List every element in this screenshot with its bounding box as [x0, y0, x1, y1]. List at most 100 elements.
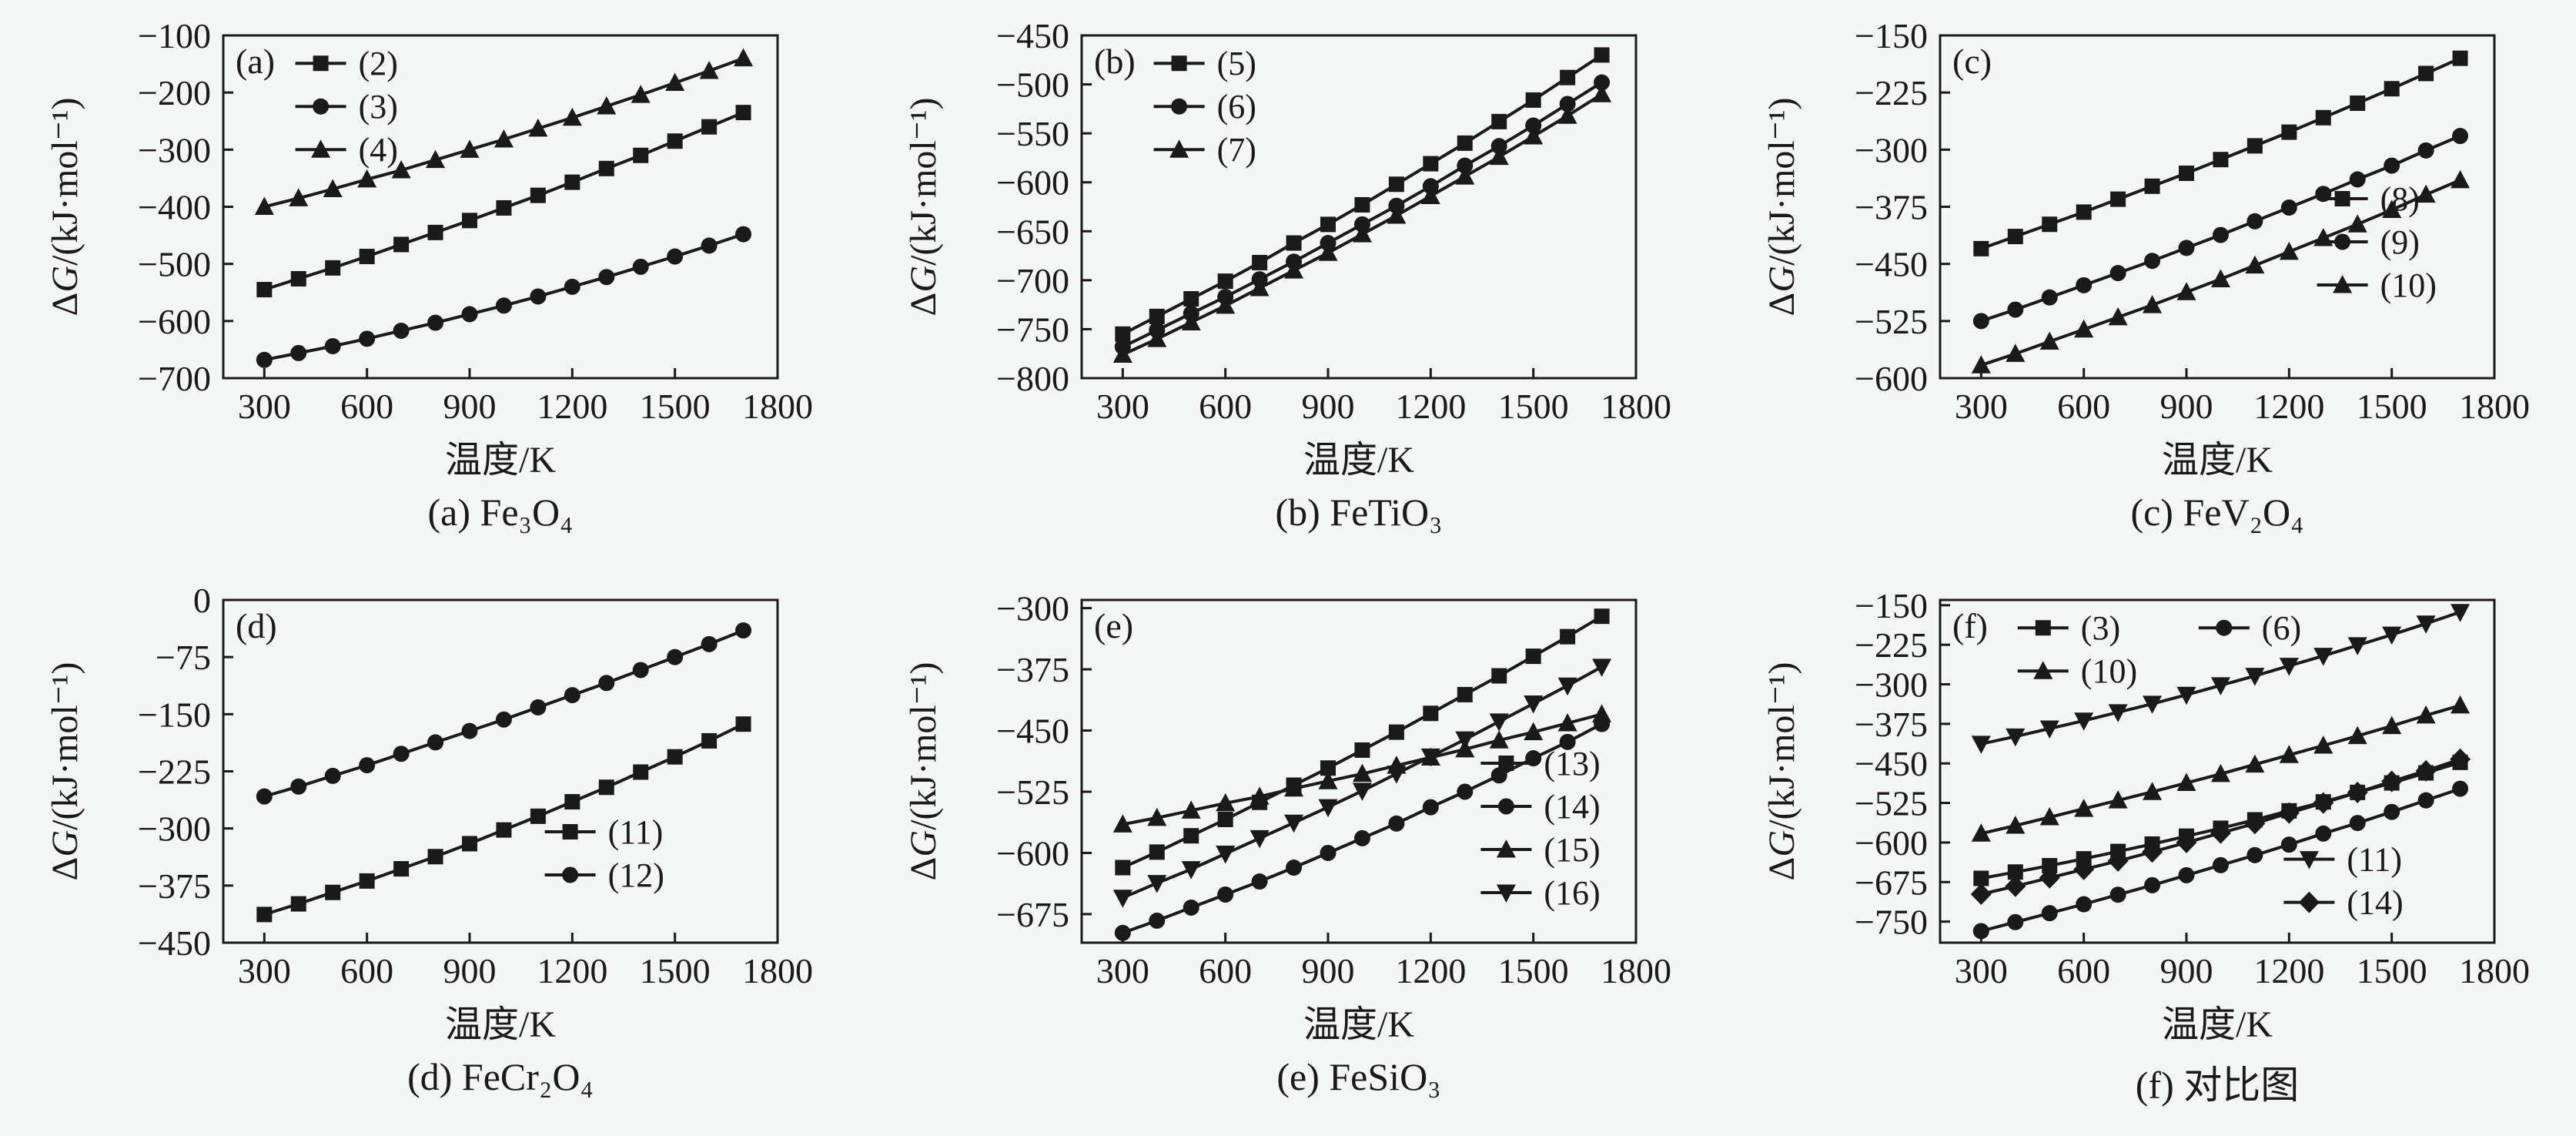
- circle-marker-icon: [2334, 233, 2351, 250]
- circle-marker-icon: [2246, 846, 2263, 863]
- triangle-up-marker-icon: [2347, 214, 2367, 233]
- y-tick-label: −375: [1855, 705, 1928, 744]
- circle-marker-icon: [1422, 799, 1439, 816]
- square-marker-icon: [427, 224, 443, 240]
- circle-marker-icon: [2144, 253, 2161, 270]
- x-axis-label: 温度/K: [2162, 1004, 2273, 1045]
- x-tick-label: 600: [1199, 387, 1252, 426]
- y-tick-label: −300: [138, 130, 211, 169]
- legend-label: (11): [2347, 841, 2402, 879]
- triangle-up-marker-icon: [2451, 169, 2471, 189]
- y-tick-label: −150: [138, 695, 211, 734]
- axes: 300 600 900 1200 1500 1800 −600 −525 −450 −375 −30…: [1855, 16, 2530, 426]
- x-tick-label: 1500: [1498, 387, 1569, 426]
- triangle-up-marker-icon: [1524, 126, 1544, 145]
- legend-label: (10): [2380, 266, 2437, 304]
- circle-marker-icon: [1490, 138, 1507, 155]
- circle-marker-icon: [2280, 836, 2297, 853]
- x-tick-label: 600: [340, 387, 393, 426]
- circle-marker-icon: [2212, 856, 2229, 873]
- square-marker-icon: [2384, 81, 2400, 97]
- triangle-up-marker-icon: [1318, 243, 1338, 261]
- y-axis-label: ΔG/(kJ·mol⁻¹): [903, 662, 944, 881]
- triangle-up-marker-icon: [1284, 260, 1304, 279]
- x-tick-label: 1200: [1395, 951, 1466, 990]
- y-tick-label: −400: [138, 188, 211, 227]
- circle-marker-icon: [1149, 912, 1166, 929]
- circle-marker-icon: [461, 306, 478, 323]
- series-(14): [1114, 715, 1611, 941]
- circle-marker-icon: [2417, 142, 2434, 159]
- triangle-down-marker-icon: [1352, 782, 1372, 801]
- chart-caption: (a) Fe₃O₄: [427, 491, 574, 534]
- square-marker-icon: [1320, 760, 1336, 776]
- triangle-down-marker-icon: [1420, 748, 1440, 767]
- circle-marker-icon: [313, 98, 330, 115]
- diamond-marker-icon: [2210, 822, 2231, 844]
- series-(6): [1972, 780, 2469, 940]
- triangle-up-marker-icon: [2176, 282, 2196, 300]
- triangle-up-marker-icon: [1420, 186, 1440, 205]
- y-tick-label: −75: [156, 638, 211, 677]
- square-marker-icon: [564, 794, 580, 810]
- circle-marker-icon: [359, 757, 376, 774]
- triangle-up-marker-icon: [1387, 205, 1407, 224]
- y-tick-label: −525: [1855, 784, 1928, 823]
- x-tick-label: 1800: [742, 387, 813, 426]
- series-(4): [254, 48, 754, 215]
- circle-marker-icon: [1217, 886, 1234, 903]
- x-tick-label: 900: [443, 387, 497, 426]
- triangle-up-marker-icon: [426, 149, 446, 169]
- triangle-up-marker-icon: [2279, 745, 2299, 763]
- y-tick-label: −675: [996, 895, 1069, 934]
- square-marker-icon: [1149, 844, 1165, 860]
- square-marker-icon: [1423, 705, 1439, 722]
- triangle-down-marker-icon: [1284, 814, 1304, 833]
- panel-label: (f): [1952, 606, 1988, 645]
- y-tick-label: −450: [138, 923, 211, 963]
- diamond-marker-icon: [2298, 891, 2320, 913]
- triangle-down-marker-icon: [1455, 731, 1475, 750]
- series-(11): [256, 716, 751, 923]
- circle-marker-icon: [2384, 803, 2400, 820]
- y-tick-label: −525: [1855, 302, 1928, 341]
- x-axis-label: 温度/K: [1303, 440, 1414, 481]
- chart-svg: 300 600 900 1200 1500 1800 −800 −750 −700 −650 −60…: [903, 16, 1671, 481]
- series-(5): [1115, 47, 1610, 342]
- square-marker-icon: [393, 236, 410, 253]
- series-(2): [256, 105, 751, 298]
- legend-label: (11): [608, 813, 664, 851]
- y-axis-label: ΔG/(kJ·mol⁻¹): [903, 98, 944, 317]
- triangle-down-marker-icon: [2039, 720, 2059, 739]
- x-tick-label: 900: [1302, 951, 1355, 990]
- square-marker-icon: [325, 884, 341, 900]
- legend-label: (6): [1217, 88, 1256, 126]
- diamond-marker-icon: [1970, 883, 1992, 906]
- circle-marker-icon: [1559, 96, 1576, 112]
- x-tick-label: 1200: [537, 951, 607, 990]
- triangle-down-marker-icon: [2279, 658, 2299, 676]
- circle-marker-icon: [290, 344, 307, 361]
- triangle-up-marker-icon: [2006, 816, 2026, 834]
- series-(3): [256, 226, 752, 368]
- circle-marker-icon: [461, 722, 478, 739]
- triangle-up-marker-icon: [323, 179, 343, 198]
- chart-panel-fecr2o4: 300 600 900 1200 1500 1800 −450 −375 −300 −225 −15…: [0, 571, 858, 1135]
- circle-marker-icon: [427, 314, 444, 331]
- diamond-marker-icon: [2073, 858, 2095, 880]
- y-tick-label: −675: [1855, 863, 1928, 902]
- triangle-up-marker-icon: [2039, 807, 2059, 826]
- diamond-marker-icon: [2005, 875, 2026, 897]
- circle-marker-icon: [2452, 780, 2469, 797]
- x-tick-label: 1200: [2253, 951, 2324, 990]
- triangle-up-marker-icon: [2382, 715, 2402, 735]
- chart-svg: 300 600 900 1200 1500 1800 −450 −375 −300 −225 −15…: [45, 581, 813, 1045]
- series-(14): [1970, 748, 2471, 906]
- square-marker-icon: [562, 824, 578, 839]
- legend: (2) (3) (4): [295, 45, 398, 169]
- y-axis-label: ΔG/(kJ·mol⁻¹): [45, 98, 85, 317]
- series-(16): [1112, 658, 1612, 908]
- x-tick-label: 900: [1302, 387, 1355, 426]
- circle-marker-icon: [1183, 899, 1199, 916]
- circle-marker-icon: [393, 322, 410, 339]
